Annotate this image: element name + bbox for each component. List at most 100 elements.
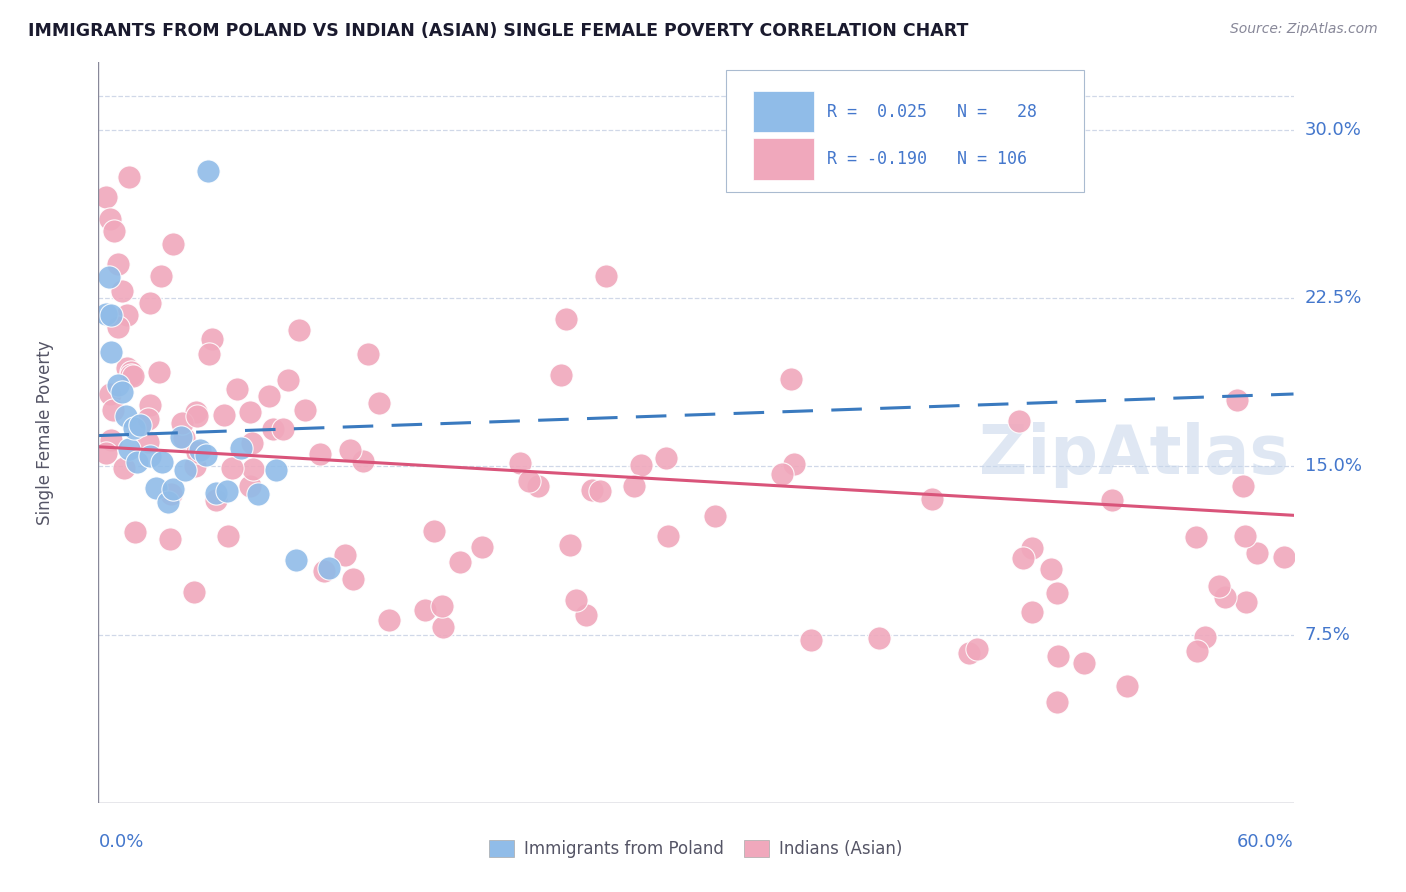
Point (1046, 648, 1069, 663)
Point (1208, 579, 1230, 593)
Point (115, 409, 138, 423)
Point (1185, 530, 1208, 544)
FancyBboxPatch shape (725, 70, 1084, 192)
Text: Single Female Poverty: Single Female Poverty (35, 341, 53, 524)
Point (1233, 529, 1256, 543)
Point (415, 602, 437, 616)
Point (1021, 606, 1043, 620)
Point (432, 620, 454, 634)
Point (1040, 562, 1063, 576)
Point (449, 555, 471, 569)
Point (100, 309, 122, 323)
Point (1101, 492, 1123, 507)
Point (174, 463, 197, 477)
Point (184, 405, 207, 419)
Point (1046, 694, 1069, 708)
Point (595, 268, 617, 283)
Point (339, 443, 361, 458)
Point (101, 402, 124, 417)
Point (145, 482, 167, 496)
Point (100, 345, 122, 359)
Point (921, 492, 943, 507)
Point (264, 463, 287, 477)
Point (150, 455, 173, 469)
Point (868, 631, 890, 645)
Point (98, 270, 121, 285)
Point (127, 455, 149, 469)
Point (318, 561, 340, 575)
Point (98, 212, 122, 227)
Point (1115, 679, 1137, 693)
Point (285, 552, 308, 566)
Point (136, 435, 159, 450)
Point (288, 322, 311, 336)
Point (657, 529, 679, 543)
Point (136, 412, 159, 426)
Point (623, 479, 645, 493)
Point (509, 456, 531, 470)
Text: Source: ZipAtlas.com: Source: ZipAtlas.com (1230, 22, 1378, 37)
Point (128, 418, 150, 433)
Point (201, 332, 224, 346)
Point (138, 295, 160, 310)
Point (186, 409, 208, 423)
Point (239, 405, 262, 419)
Point (783, 457, 806, 471)
Point (148, 365, 170, 379)
Point (430, 599, 453, 613)
Point (197, 164, 219, 178)
Point (259, 389, 281, 403)
Point (1246, 546, 1268, 560)
Point (1272, 549, 1295, 564)
Point (378, 613, 401, 627)
Point (111, 285, 134, 299)
Point (172, 416, 194, 430)
Point (120, 365, 142, 379)
Point (188, 442, 211, 457)
Point (779, 372, 801, 386)
Point (1185, 644, 1208, 658)
Point (115, 308, 138, 322)
Point (107, 378, 129, 392)
Text: 15.0%: 15.0% (1305, 458, 1361, 475)
Point (309, 447, 332, 461)
Point (107, 319, 129, 334)
Text: R = -0.190   N = 106: R = -0.190 N = 106 (827, 150, 1028, 168)
Legend: Immigrants from Poland, Indians (Asian): Immigrants from Poland, Indians (Asian) (482, 833, 910, 865)
Point (1232, 479, 1254, 493)
Circle shape (756, 143, 810, 175)
Point (966, 641, 988, 656)
Point (1194, 631, 1216, 645)
Point (120, 368, 142, 383)
Text: 60.0%: 60.0% (1237, 833, 1294, 851)
Text: 7.5%: 7.5% (1305, 625, 1351, 643)
Point (1046, 586, 1069, 600)
Point (173, 431, 195, 445)
Point (581, 483, 603, 498)
Point (103, 224, 125, 238)
FancyBboxPatch shape (754, 91, 814, 132)
Point (565, 593, 588, 607)
Point (800, 633, 823, 648)
Point (550, 368, 572, 383)
Point (575, 608, 598, 623)
Point (242, 462, 264, 476)
Point (558, 538, 581, 552)
Point (277, 373, 299, 387)
Point (1213, 590, 1236, 604)
Point (229, 442, 252, 456)
Point (342, 572, 364, 586)
Point (1008, 414, 1031, 428)
Point (654, 450, 676, 465)
Point (204, 485, 226, 500)
Point (107, 257, 129, 271)
Point (527, 479, 550, 493)
Point (170, 430, 193, 444)
Point (630, 458, 652, 473)
Point (94, 446, 117, 460)
Point (1021, 541, 1043, 555)
Point (226, 382, 249, 396)
Point (239, 478, 262, 492)
Point (184, 458, 207, 473)
Point (1225, 393, 1247, 408)
